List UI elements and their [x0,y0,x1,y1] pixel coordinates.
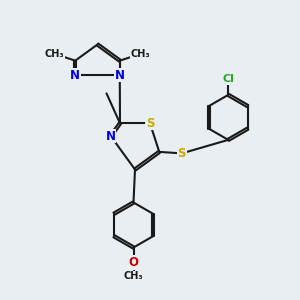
Text: N: N [106,130,116,142]
Text: N: N [115,69,125,82]
Text: Cl: Cl [222,74,234,84]
Text: CH₃: CH₃ [45,49,64,59]
Text: CH₃: CH₃ [124,271,143,281]
Text: CH₃: CH₃ [130,49,150,59]
Text: S: S [178,147,186,160]
Text: S: S [146,117,154,130]
Text: O: O [128,256,139,269]
Text: N: N [70,69,80,82]
